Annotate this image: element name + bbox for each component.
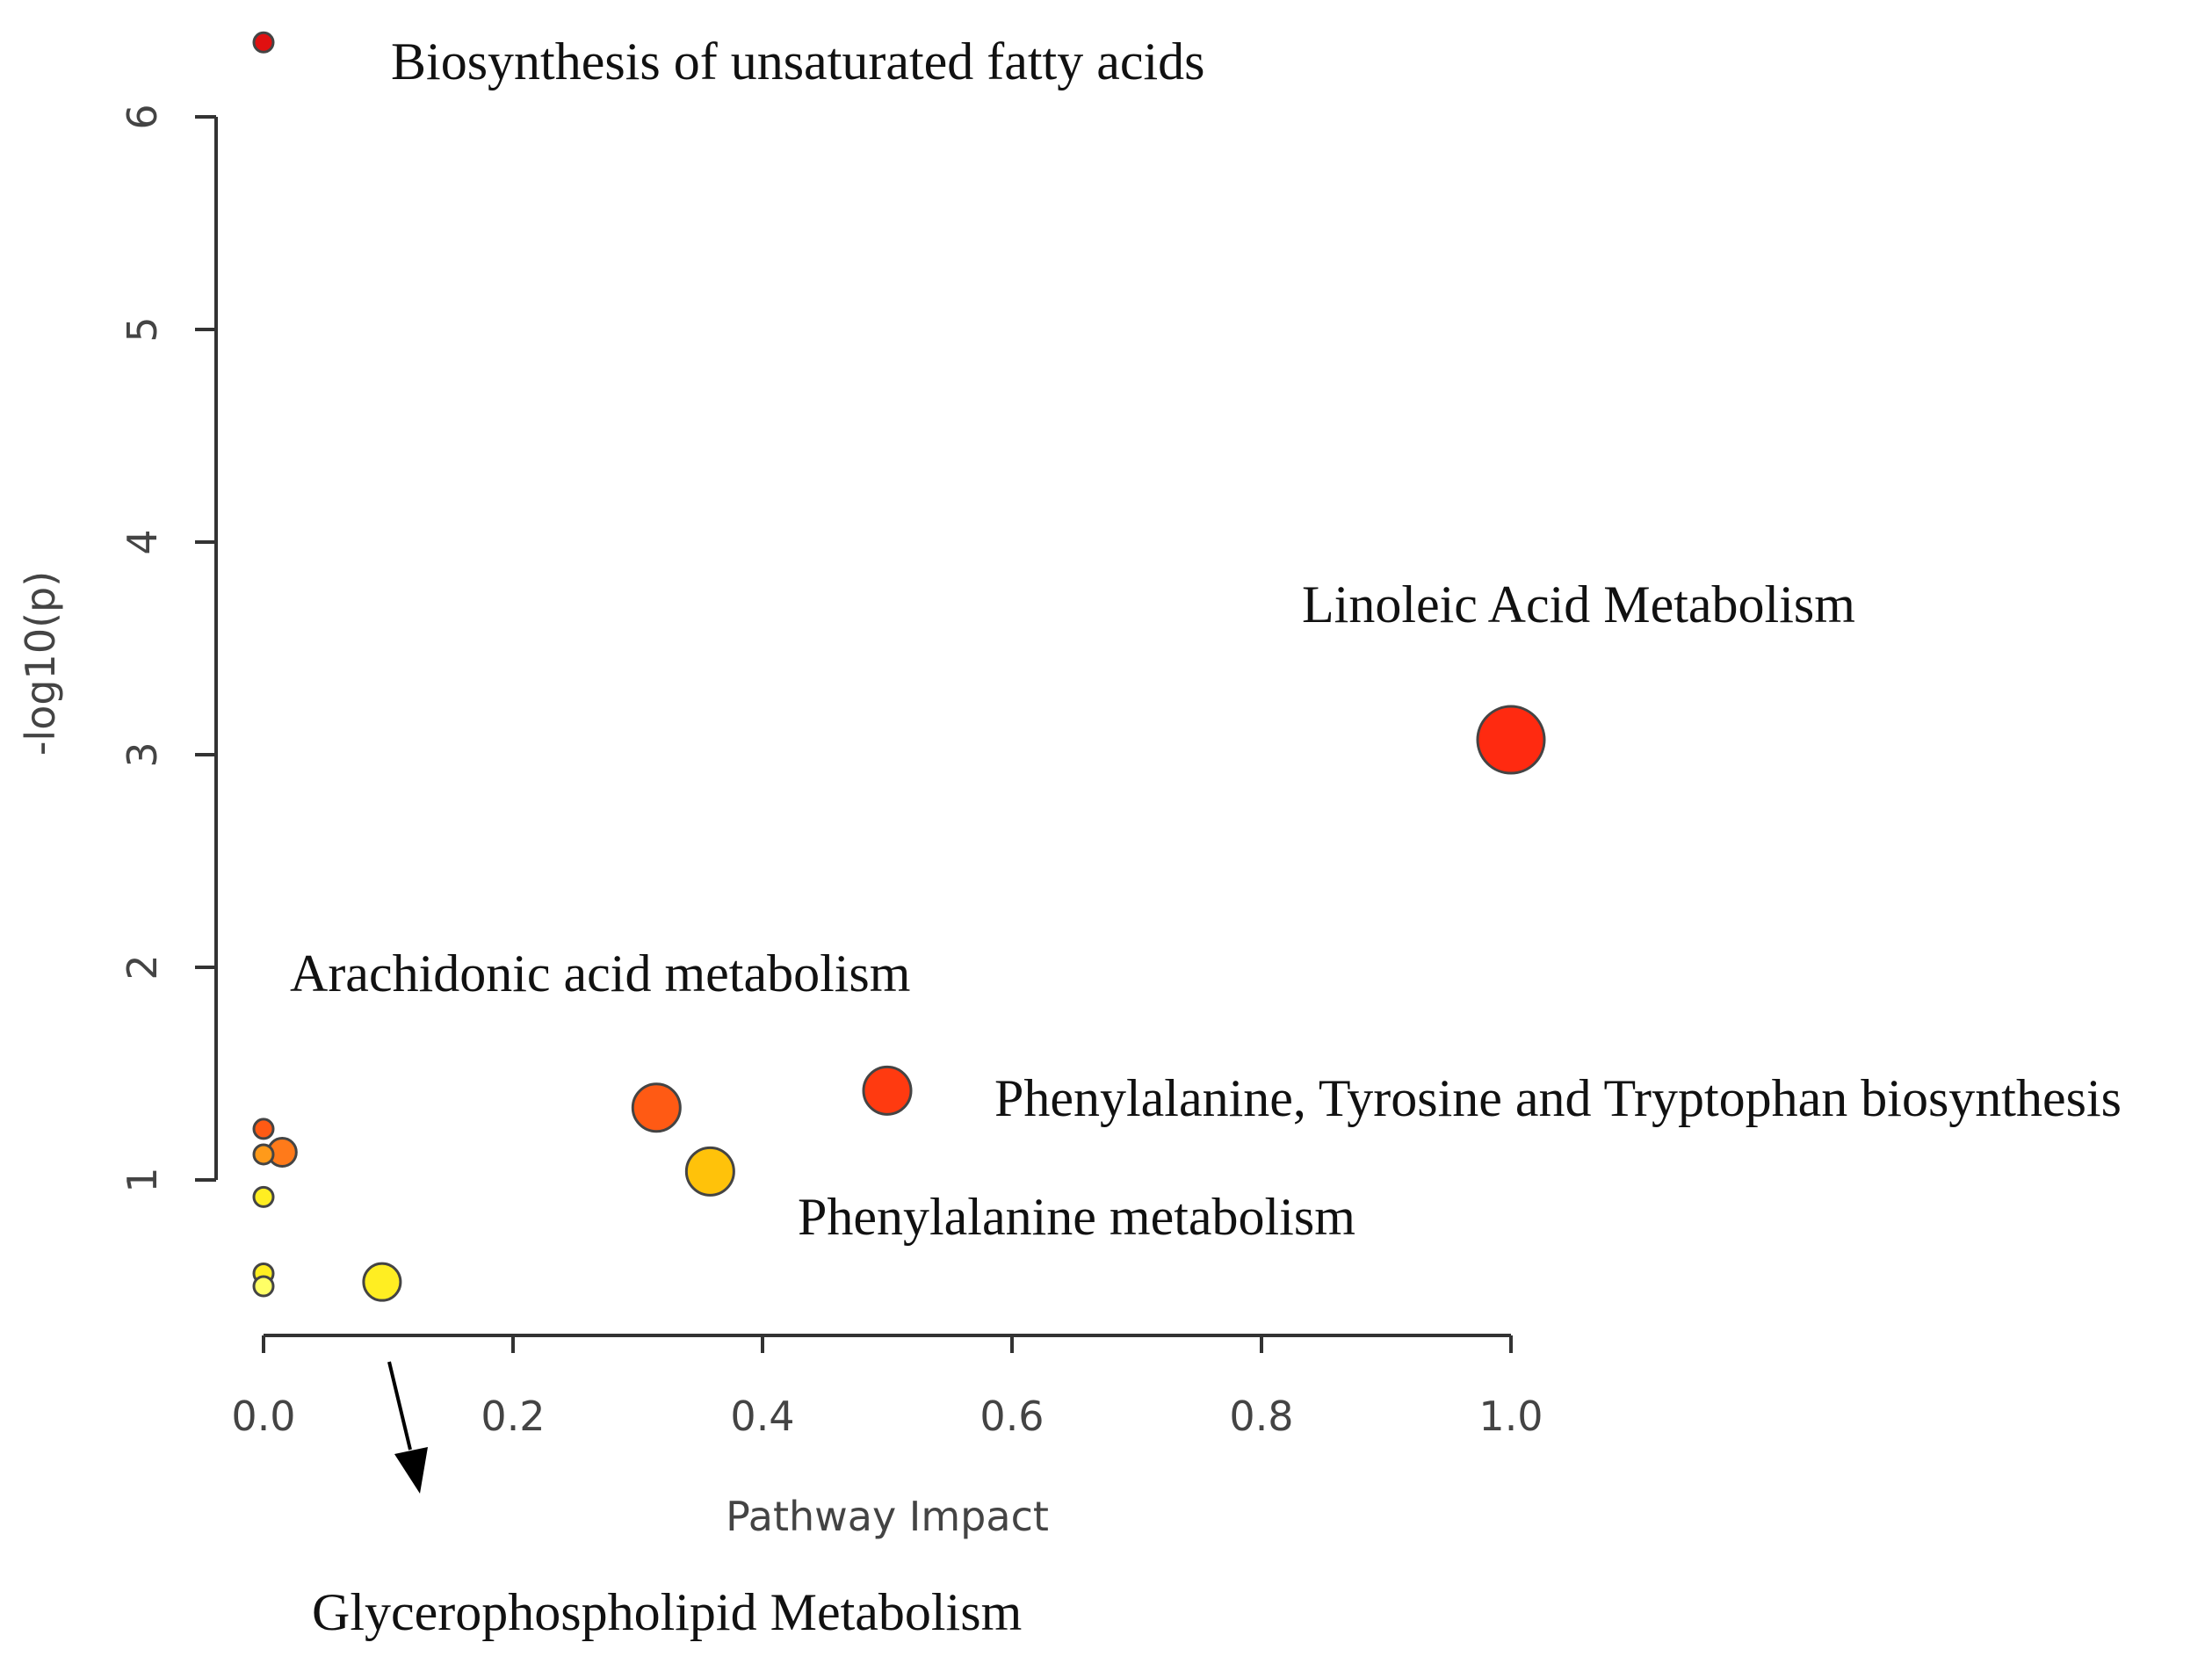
x-tick-label: 0.0: [231, 1393, 295, 1440]
x-tick-label: 1.0: [1478, 1393, 1543, 1440]
x-axis-title: Pathway Impact: [726, 1493, 1049, 1540]
x-tick-label: 0.2: [481, 1393, 545, 1440]
annotation-glycerophospholipid-metabolism: Glycerophospholipid Metabolism: [312, 1583, 1022, 1641]
x-tick-label: 0.4: [730, 1393, 794, 1440]
data-point: [1476, 705, 1546, 775]
data-point: [631, 1082, 682, 1133]
data-point: [252, 1118, 275, 1140]
data-point: [684, 1146, 735, 1197]
annotation-arrow-line: [387, 1361, 412, 1451]
y-axis-title: -log10(p): [17, 571, 64, 756]
data-point: [362, 1262, 402, 1302]
y-tick-label: 5: [119, 316, 166, 342]
data-point: [862, 1065, 913, 1116]
y-axis-ticks: 1 2 3 4 5 6: [119, 104, 216, 1193]
y-tick-label: 4: [119, 529, 166, 554]
annotation-phenylalanine-metabolism: Phenylalanine metabolism: [798, 1188, 1355, 1246]
data-points: [252, 31, 1546, 1302]
x-tick-label: 0.8: [1229, 1393, 1293, 1440]
data-point: [252, 1275, 275, 1298]
x-axis-ticks: 0.0 0.2 0.4 0.6 0.8 1.0: [231, 1335, 1543, 1440]
annotation-arachidonic-acid-metabolism: Arachidonic acid metabolism: [290, 944, 910, 1002]
annotation-arrow-head: [394, 1447, 428, 1494]
annotation-phenylalanine-tyrosine-tryptophan-biosynthesis: Phenylalanine, Tyrosine and Tryptophan b…: [994, 1069, 2122, 1127]
data-point: [252, 1185, 275, 1208]
x-tick-label: 0.6: [979, 1393, 1044, 1440]
y-tick-label: 1: [119, 1167, 166, 1192]
y-tick-label: 3: [119, 742, 166, 767]
y-tick-label: 6: [119, 104, 166, 129]
data-point: [252, 31, 275, 54]
annotation-linoleic-acid-metabolism: Linoleic Acid Metabolism: [1302, 575, 1855, 633]
annotation-biosynthesis-unsaturated-fatty-acids: Biosynthesis of unsaturated fatty acids: [391, 33, 1204, 90]
y-tick-label: 2: [119, 954, 166, 980]
data-point: [252, 1143, 275, 1166]
